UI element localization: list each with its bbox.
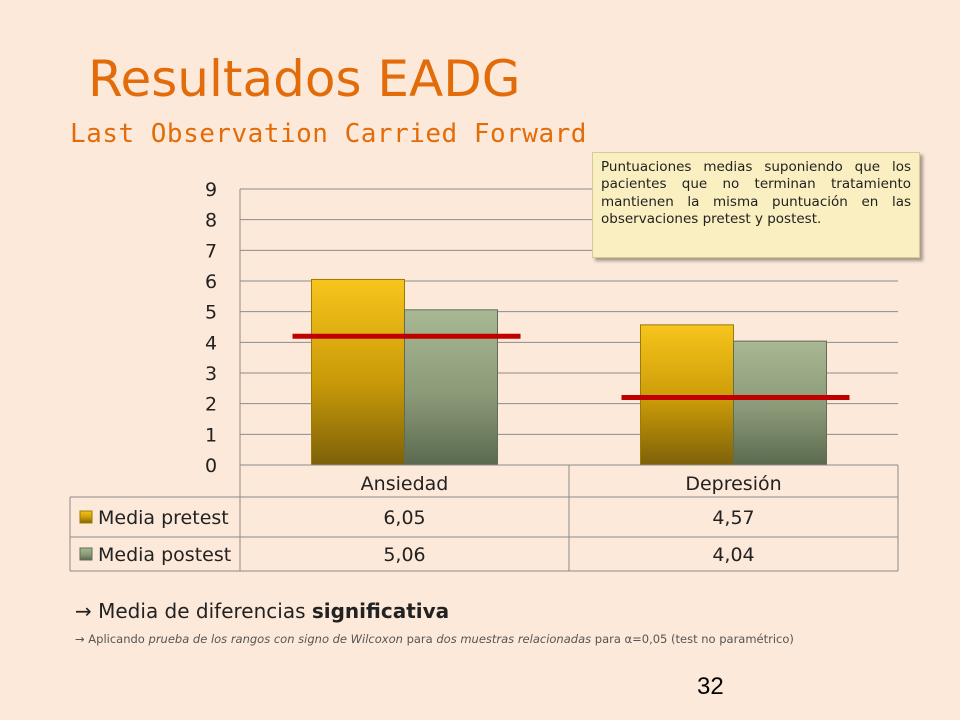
slide-title: Resultados EADG xyxy=(88,50,521,108)
data-table: Ansiedad Depresión Media pretest 6,05 4,57 Me… xyxy=(69,464,899,572)
method-note-samples: dos muestras relacionadas xyxy=(436,632,592,646)
bar-postest xyxy=(404,309,498,466)
y-tick-label: 2 xyxy=(205,394,217,416)
table-value: 6,05 xyxy=(383,507,425,529)
legend-key-pretest xyxy=(79,510,93,524)
bar-pretest xyxy=(311,278,405,466)
method-note-part: Aplicando xyxy=(88,632,145,646)
bars xyxy=(311,278,827,466)
callout-note: Puntuaciones medias suponiendo que los p… xyxy=(592,152,920,258)
table-value: 5,06 xyxy=(383,544,425,566)
y-axis-ticks: 0 1 2 3 4 5 6 7 8 9 xyxy=(205,179,217,477)
y-tick-label: 1 xyxy=(205,424,217,446)
arrow-icon: → xyxy=(75,632,85,646)
conclusion-prefix: Media de diferencias xyxy=(98,599,306,623)
method-note: → Aplicando prueba de los rangos con sig… xyxy=(75,632,935,646)
y-tick-label: 7 xyxy=(205,240,217,262)
y-tick-label: 4 xyxy=(205,332,217,354)
y-tick-label: 0 xyxy=(205,455,217,477)
method-note-test: prueba de los rangos con signo de Wilcox… xyxy=(148,632,403,646)
reference-lines xyxy=(292,333,850,401)
bar-postest xyxy=(733,340,827,466)
table-category-label: Ansiedad xyxy=(361,473,449,495)
table-series-label: Media postest xyxy=(98,544,231,566)
table-value: 4,57 xyxy=(712,507,754,529)
conclusion-text: → Media de diferencias significativa xyxy=(75,599,449,623)
table-value: 4,04 xyxy=(712,544,754,566)
conclusion-emphasis: significativa xyxy=(311,599,450,623)
method-note-part: para xyxy=(406,632,433,646)
y-tick-label: 5 xyxy=(205,302,217,324)
table-series-label: Media pretest xyxy=(98,507,229,529)
page-number: 32 xyxy=(697,673,724,700)
y-tick-label: 9 xyxy=(205,179,217,201)
y-tick-label: 8 xyxy=(205,210,217,232)
bar-pretest xyxy=(640,324,734,466)
y-tick-label: 6 xyxy=(205,271,217,293)
y-tick-label: 3 xyxy=(205,363,217,385)
slide-subtitle: Last Observation Carried Forward xyxy=(70,119,587,149)
arrow-icon: → xyxy=(75,599,92,623)
method-note-part: para α=0,05 (test no paramétrico) xyxy=(594,632,794,646)
table-category-label: Depresión xyxy=(685,473,781,495)
legend-key-postest xyxy=(79,547,93,561)
